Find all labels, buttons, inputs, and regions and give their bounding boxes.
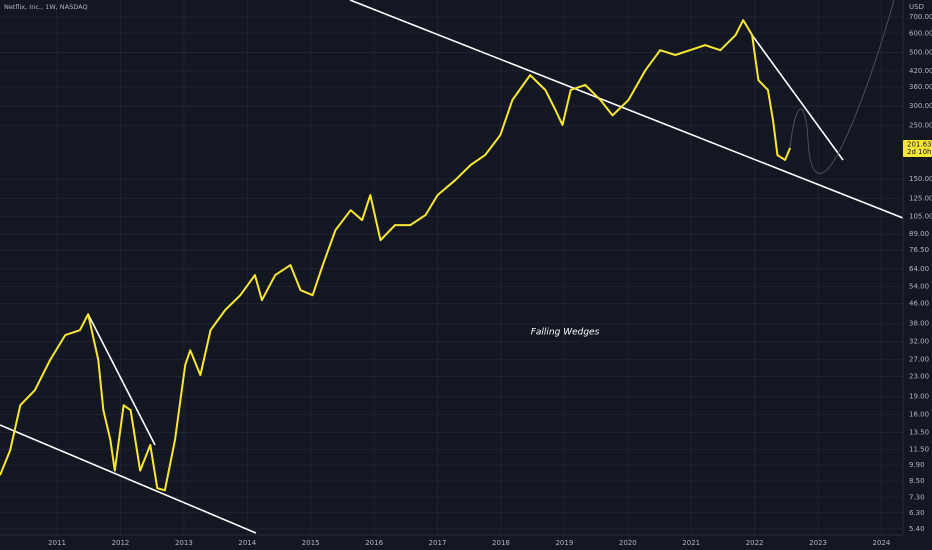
trendline (751, 34, 844, 161)
y-tick-label: 600.00 (909, 29, 932, 37)
price-axis (903, 0, 932, 535)
chart-title: Netflix, Inc., 1W, NASDAQ (4, 3, 88, 11)
x-tick-label: 2016 (365, 539, 383, 547)
y-tick-label: 19.00 (909, 393, 929, 401)
y-tick-label: 27.00 (909, 356, 929, 364)
last-price-marker (903, 140, 932, 158)
annotation: Falling Wedges (531, 328, 600, 338)
x-tick-label: 2019 (555, 539, 573, 547)
y-tick-label: 250.00 (909, 121, 932, 129)
x-tick-label: 2013 (175, 539, 193, 547)
time-axis (0, 535, 932, 550)
x-tick-label: 2024 (873, 539, 891, 547)
y-tick-label: 54.00 (909, 283, 929, 291)
x-tick-label: 2017 (429, 539, 447, 547)
countdown-label: 2d 10h (907, 148, 931, 156)
y-tick-label: 11.50 (909, 445, 929, 453)
trendline (0, 424, 257, 534)
y-tick-label: 360.00 (909, 83, 932, 91)
y-tick-label: 8.50 (909, 477, 925, 485)
projection-curve (789, 0, 895, 174)
y-tick-label: 500.00 (909, 48, 932, 56)
y-tick-label: 105.00 (909, 213, 932, 221)
x-tick-label: 2011 (48, 539, 66, 547)
y-tick-label: 150.00 (909, 175, 932, 183)
y-tick-label: 700.00 (909, 13, 932, 21)
y-tick-label: 13.50 (909, 429, 929, 437)
x-tick-label: 2021 (682, 539, 700, 547)
y-tick-label: 16.00 (909, 411, 929, 419)
last-price-label: 201.63 (907, 141, 932, 149)
trendline (349, 0, 904, 219)
y-tick-label: 32.00 (909, 338, 929, 346)
x-tick-label: 2014 (238, 539, 256, 547)
x-tick-label: 2023 (809, 539, 827, 547)
currency-label: USD (909, 3, 924, 11)
price-line (0, 19, 792, 492)
x-tick-label: 2012 (112, 539, 130, 547)
trendline (87, 313, 156, 446)
y-tick-label: 5.40 (909, 525, 925, 533)
y-tick-label: 420.00 (909, 67, 932, 75)
y-tick-label: 125.00 (909, 194, 932, 202)
x-tick-label: 2020 (619, 539, 637, 547)
price-line-group (0, 19, 792, 492)
y-tick-label: 6.30 (909, 509, 925, 517)
y-tick-label: 9.90 (909, 461, 925, 469)
y-tick-label: 300.00 (909, 102, 932, 110)
y-tick-label: 46.00 (909, 300, 929, 308)
trendlines (0, 0, 904, 534)
grid (0, 0, 903, 535)
axis-labels: 5.40 6.30 7.30 8.50 9.90 11.50 13.50 16.00 19.00… (48, 13, 932, 547)
x-tick-label: 2018 (492, 539, 510, 547)
y-tick-label: 89.00 (909, 230, 929, 238)
x-tick-label: 2022 (746, 539, 764, 547)
y-tick-label: 38.00 (909, 320, 929, 328)
y-tick-label: 23.00 (909, 372, 929, 380)
y-tick-label: 76.50 (909, 246, 929, 254)
y-tick-label: 7.30 (909, 493, 925, 501)
x-tick-label: 2015 (302, 539, 320, 547)
y-tick-label: 64.00 (909, 265, 929, 273)
